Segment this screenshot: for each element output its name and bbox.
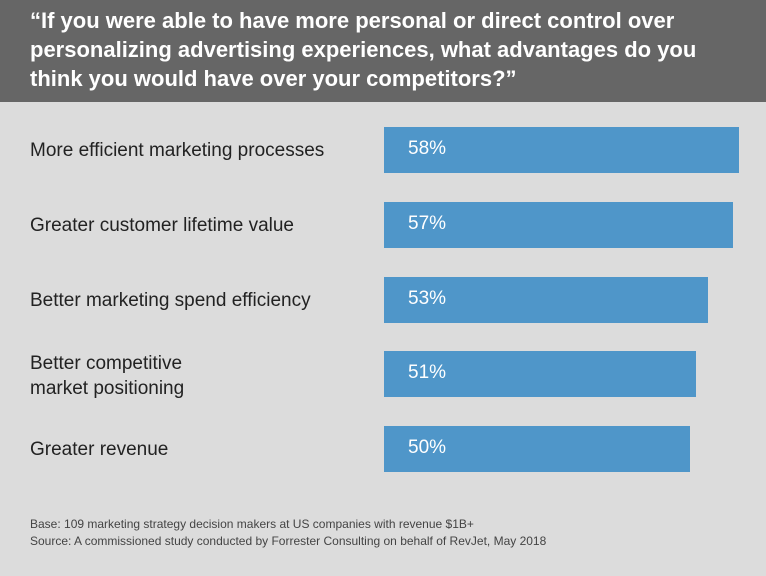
data-label: 51%	[408, 362, 447, 383]
data-label: 57%	[408, 213, 447, 234]
data-label: 58%	[408, 138, 447, 159]
bar	[384, 127, 739, 173]
title-banner: “If you were able to have more personal …	[0, 0, 766, 102]
chart-title: “If you were able to have more personal …	[30, 8, 697, 91]
source-note: Source: A commissioned study conducted b…	[30, 534, 547, 548]
bar	[384, 277, 709, 323]
category-label: More efficient marketing processes	[30, 140, 325, 161]
bar	[384, 351, 697, 397]
bar	[384, 202, 733, 248]
category-label: Better competitive market positioning	[30, 353, 185, 399]
data-label: 53%	[408, 288, 447, 309]
category-label: Greater revenue	[30, 439, 169, 460]
category-label: Greater customer lifetime value	[30, 215, 294, 236]
bar	[384, 426, 691, 472]
data-label: 50%	[408, 437, 447, 458]
footnotes: Base: 109 marketing strategy decision ma…	[30, 516, 546, 550]
base-note: Base: 109 marketing strategy decision ma…	[30, 517, 474, 531]
category-label: Better marketing spend efficiency	[30, 290, 311, 311]
